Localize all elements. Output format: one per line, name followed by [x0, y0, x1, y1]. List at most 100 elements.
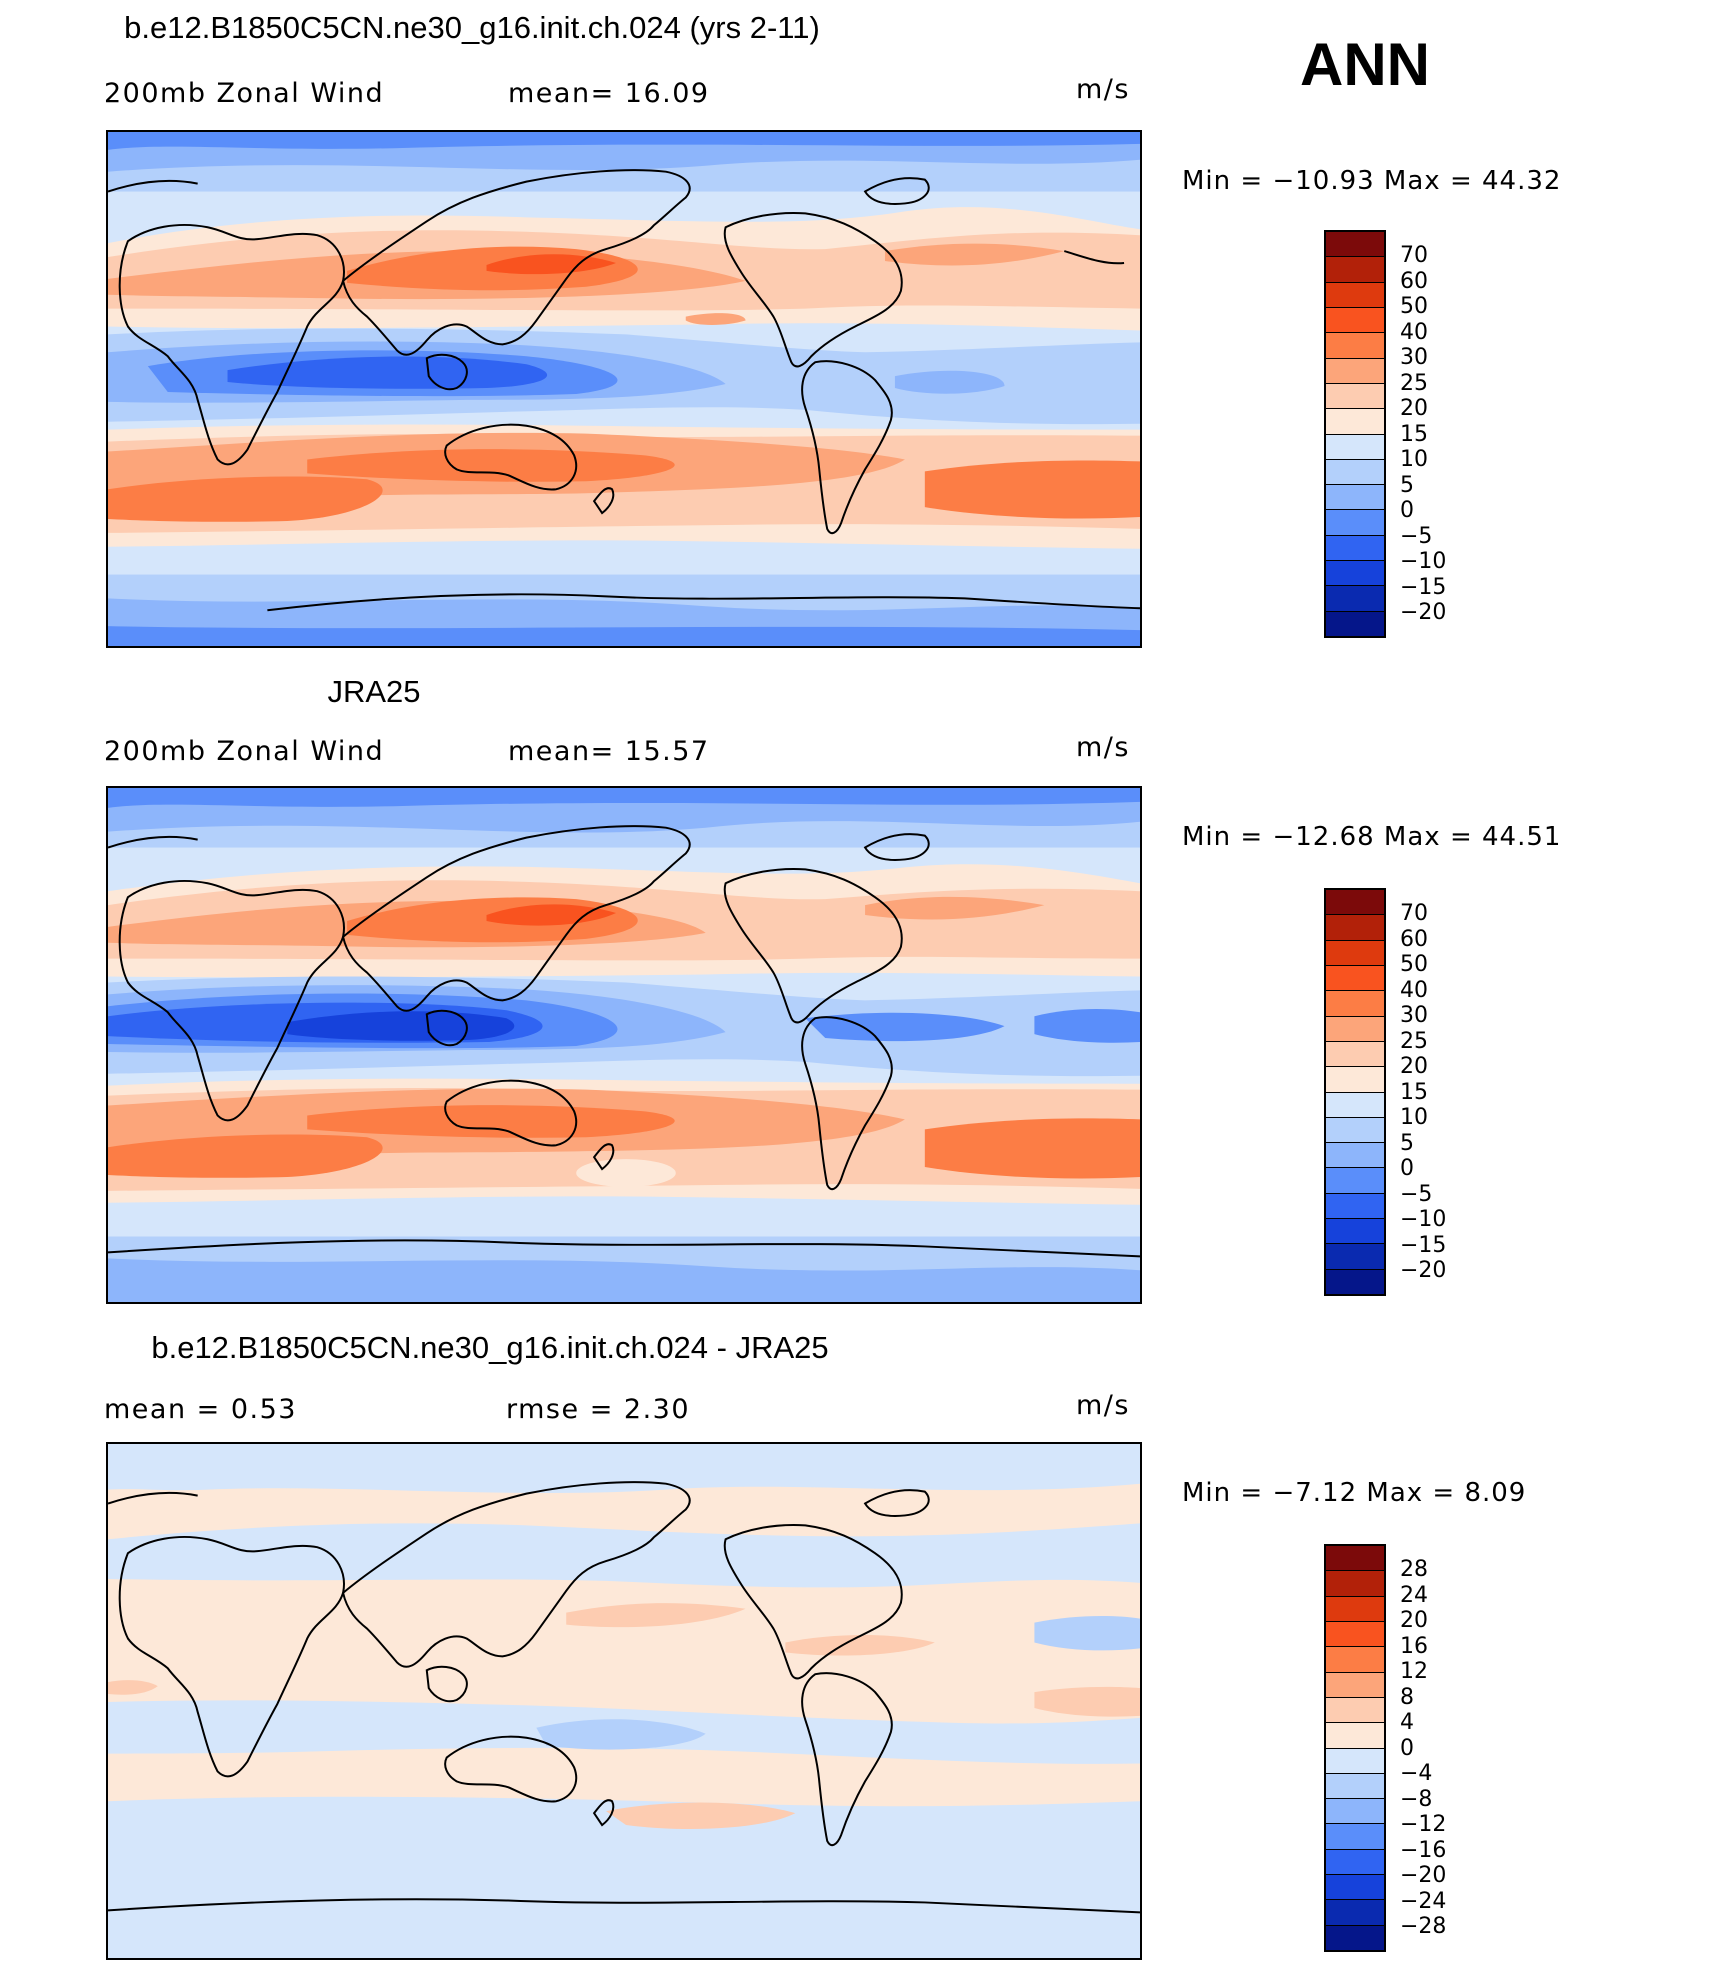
colorbar-tick-label: −5 [1400, 523, 1433, 549]
panel3-colorbar-swatch [1326, 1571, 1384, 1597]
panel2-colorbar-swatch [1326, 890, 1384, 916]
panel3-map [106, 1442, 1142, 1960]
colorbar-tick-label: −10 [1400, 1207, 1447, 1232]
colorbar-tick-label: 0 [1400, 1156, 1414, 1181]
panel3-colorbar-swatch [1326, 1875, 1384, 1901]
panel3-mean-label: mean = 0.53 [104, 1394, 297, 1425]
panel2-colorbar-swatch [1326, 1067, 1384, 1093]
panel3-colorbar-swatch [1326, 1799, 1384, 1825]
panel2-minmax-label: Min = −12.68 Max = 44.51 [1182, 822, 1562, 852]
panel2-colorbar-swatch [1326, 915, 1384, 941]
colorbar-tick-label: 50 [1400, 294, 1428, 319]
panel2-colorbar-swatch [1326, 940, 1384, 966]
colorbar-tick-label: 20 [1400, 1054, 1428, 1079]
panel2-colorbar-swatch [1326, 1219, 1384, 1245]
colorbar-tick-label: 30 [1400, 1003, 1428, 1028]
colorbar-tick-label: −15 [1400, 1232, 1447, 1258]
panel2-colorbar-swatch [1326, 1016, 1384, 1042]
colorbar-tick-label: 24 [1400, 1582, 1428, 1608]
panel1-colorbar-swatch [1326, 434, 1384, 460]
colorbar-tick-label: 12 [1400, 1659, 1428, 1684]
colorbar-tick-label: −20 [1400, 600, 1447, 625]
colorbar-tick-label: 25 [1400, 370, 1428, 396]
panel3-colorbar-swatch [1326, 1824, 1384, 1850]
colorbar-tick-label: −15 [1400, 574, 1447, 600]
panel3-rmse-label: rmse = 2.30 [506, 1394, 691, 1425]
colorbar-tick-label: 20 [1400, 396, 1428, 421]
colorbar-tick-label: 4 [1400, 1710, 1414, 1735]
panel1-colorbar-swatch [1326, 535, 1384, 562]
colorbar-tick-label: 25 [1400, 1028, 1428, 1054]
colorbar-tick-label: −20 [1400, 1863, 1447, 1888]
panel3-colorbar-swatch [1326, 1647, 1384, 1673]
colorbar-tick-label: 10 [1400, 447, 1428, 472]
colorbar-tick-label: 16 [1400, 1633, 1428, 1659]
panel3-colorbar-swatch [1326, 1748, 1384, 1774]
colorbar-tick-label: 40 [1400, 977, 1428, 1003]
panel2-colorbar-swatch [1326, 1092, 1384, 1118]
colorbar-tick-label: −10 [1400, 549, 1447, 574]
panel2-units-label: m/s [1076, 732, 1130, 763]
panel1-colorbar-swatch [1326, 586, 1384, 612]
panel3-colorbar-swatch [1326, 1621, 1384, 1648]
panel1-colorbar-swatch [1326, 358, 1384, 384]
panel3-colorbar-swatch [1326, 1697, 1384, 1724]
panel3-colorbar-swatch [1326, 1900, 1384, 1926]
colorbar-tick-label: −24 [1400, 1888, 1447, 1914]
colorbar-tick-label: 15 [1400, 421, 1428, 447]
panel2-colorbar-swatch [1326, 991, 1384, 1017]
panel3-colorbar [1324, 1544, 1386, 1952]
colorbar-tick-label: −28 [1400, 1914, 1447, 1939]
panel2-mean-label: mean= 15.57 [508, 736, 710, 767]
colorbar-tick-label: 15 [1400, 1079, 1428, 1105]
colorbar-tick-label: −20 [1400, 1258, 1447, 1283]
panel1-colorbar-swatch [1326, 409, 1384, 435]
panel1-colorbar-swatch [1326, 307, 1384, 334]
panel1-colorbar-swatch [1326, 561, 1384, 587]
panel1-minmax-label: Min = −10.93 Max = 44.32 [1182, 166, 1562, 196]
panel1-title: b.e12.B1850C5CN.ne30_g16.init.ch.024 (yr… [124, 10, 820, 45]
panel1-colorbar-swatch [1326, 611, 1384, 636]
colorbar-tick-label: −4 [1400, 1761, 1433, 1786]
colorbar-tick-label: 5 [1400, 1130, 1414, 1156]
panel1-map [106, 130, 1142, 648]
panel3-colorbar-swatch [1326, 1672, 1384, 1698]
colorbar-tick-label: 40 [1400, 319, 1428, 345]
panel1-colorbar-swatch [1326, 383, 1384, 410]
panel2-variable-label: 200mb Zonal Wind [104, 736, 385, 767]
panel3-colorbar-swatch [1326, 1849, 1384, 1876]
panel3-title: b.e12.B1850C5CN.ne30_g16.init.ch.024 - J… [151, 1330, 829, 1365]
colorbar-tick-label: 20 [1400, 1608, 1428, 1633]
panel2-title: JRA25 [327, 674, 421, 709]
panel2-colorbar-swatch [1326, 1143, 1384, 1169]
panel2-colorbar-swatch [1326, 1193, 1384, 1220]
panel1-colorbar-swatch [1326, 485, 1384, 511]
panel2-colorbar-swatch [1326, 1117, 1384, 1144]
colorbar-tick-label: −8 [1400, 1786, 1433, 1812]
panel1-colorbar-swatch [1326, 459, 1384, 486]
colorbar-tick-label: 0 [1400, 498, 1414, 523]
panel1-variable-label: 200mb Zonal Wind [104, 78, 385, 109]
colorbar-tick-label: −5 [1400, 1181, 1433, 1207]
colorbar-tick-label: 30 [1400, 345, 1428, 370]
panel2-colorbar [1324, 888, 1386, 1296]
panel1-mean-label: mean= 16.09 [508, 78, 710, 109]
panel2-colorbar-swatch [1326, 1041, 1384, 1068]
colorbar-tick-label: 10 [1400, 1105, 1428, 1130]
colorbar-tick-label: 0 [1400, 1735, 1414, 1761]
colorbar-tick-label: −16 [1400, 1837, 1447, 1863]
panel1-colorbar-swatch [1326, 282, 1384, 308]
panel3-colorbar-swatch [1326, 1546, 1384, 1572]
panel2-colorbar-swatch [1326, 1168, 1384, 1194]
panel3-colorbar-swatch [1326, 1723, 1384, 1749]
colorbar-tick-label: 8 [1400, 1684, 1414, 1710]
panel1-colorbar [1324, 230, 1386, 638]
panel1-units-label: m/s [1076, 74, 1130, 105]
panel2-colorbar-swatch [1326, 1244, 1384, 1270]
panel1-colorbar-swatch [1326, 232, 1384, 258]
panel3-colorbar-swatch [1326, 1596, 1384, 1622]
colorbar-tick-label: 60 [1400, 926, 1428, 952]
panel2-colorbar-swatch [1326, 965, 1384, 992]
panel3-colorbar-swatch [1326, 1773, 1384, 1800]
panel1-colorbar-swatch [1326, 257, 1384, 283]
